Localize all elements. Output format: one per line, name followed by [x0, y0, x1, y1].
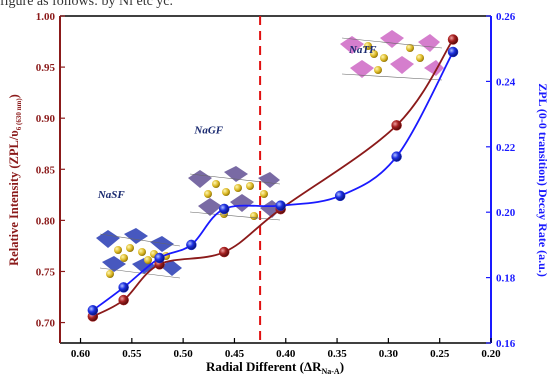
- relative-intensity-point: [391, 120, 402, 131]
- nagf-crystal-illustration: [188, 166, 282, 221]
- y-left-tick-label: 0.75: [36, 266, 56, 278]
- y-left-tick-label: 0.95: [36, 62, 56, 74]
- decay-rate-points: [87, 46, 459, 316]
- x-tick-label: 0.30: [379, 348, 399, 360]
- annotation-nagf: NaGF: [193, 125, 223, 137]
- decay-rate-point: [118, 282, 129, 293]
- decay-rate-point: [154, 252, 165, 264]
- y-right-tick-label: 0.16: [496, 338, 516, 350]
- figure-caption-fragment: figure as follows: by Ni etc yc.: [0, 0, 174, 9]
- annotation-nasf: NaSF: [97, 189, 126, 201]
- decay-rate-point: [186, 239, 197, 251]
- y-right-tick-label: 0.20: [496, 207, 516, 219]
- x-tick-label: 0.50: [174, 348, 194, 360]
- y-left-tick-label: 0.90: [36, 113, 56, 125]
- y-right-tick-label: 0.18: [496, 273, 516, 285]
- y-left-tick-label: 0.80: [36, 215, 56, 227]
- decay-rate-point: [334, 190, 346, 202]
- decay-rate-point: [87, 305, 99, 316]
- x-tick-label: 0.55: [122, 348, 142, 360]
- relative-intensity-point: [118, 294, 129, 306]
- decay-rate-point: [447, 46, 459, 58]
- y-right-tick-label: 0.26: [496, 11, 516, 23]
- decay-rate-point: [275, 200, 286, 211]
- relative-intensity-point: [218, 246, 230, 258]
- relative-intensity-point: [447, 34, 459, 45]
- y-left-ticks: 0.70 0.75 0.80 0.85 0.90 0.95 1.00: [36, 11, 65, 330]
- x-tick-label: 0.20: [481, 348, 501, 360]
- y-right-tick-label: 0.22: [496, 142, 516, 154]
- y-right-ticks: 0.16 0.18 0.20 0.22 0.24 0.26: [486, 11, 516, 350]
- annotation-natf: NaTF: [348, 44, 377, 56]
- x-tick-label: 0.35: [327, 348, 347, 360]
- x-axis-label: Radial Different (ΔRNa-A): [206, 359, 344, 376]
- x-tick-label: 0.25: [430, 348, 450, 360]
- y-left-axis-label: Relative Intensity (ZPL/υ6 (630 nm)): [7, 94, 23, 266]
- x-tick-label: 0.40: [276, 348, 296, 360]
- y-right-tick-label: 0.24: [496, 76, 516, 88]
- y-left-tick-label: 1.00: [36, 11, 56, 23]
- decay-rate-point: [218, 203, 230, 215]
- x-tick-label: 0.60: [71, 348, 91, 360]
- decay-rate-point: [391, 151, 402, 162]
- x-ticks: 0.60 0.55 0.50 0.45 0.40 0.35 0.30 0.25 0.20: [71, 338, 501, 360]
- x-tick-label: 0.45: [225, 348, 245, 360]
- y-left-tick-label: 0.85: [36, 164, 56, 176]
- y-right-axis-label: ZPL (0-0 transition) Decay Rate (a.u.): [536, 83, 550, 277]
- y-left-tick-label: 0.70: [36, 318, 56, 330]
